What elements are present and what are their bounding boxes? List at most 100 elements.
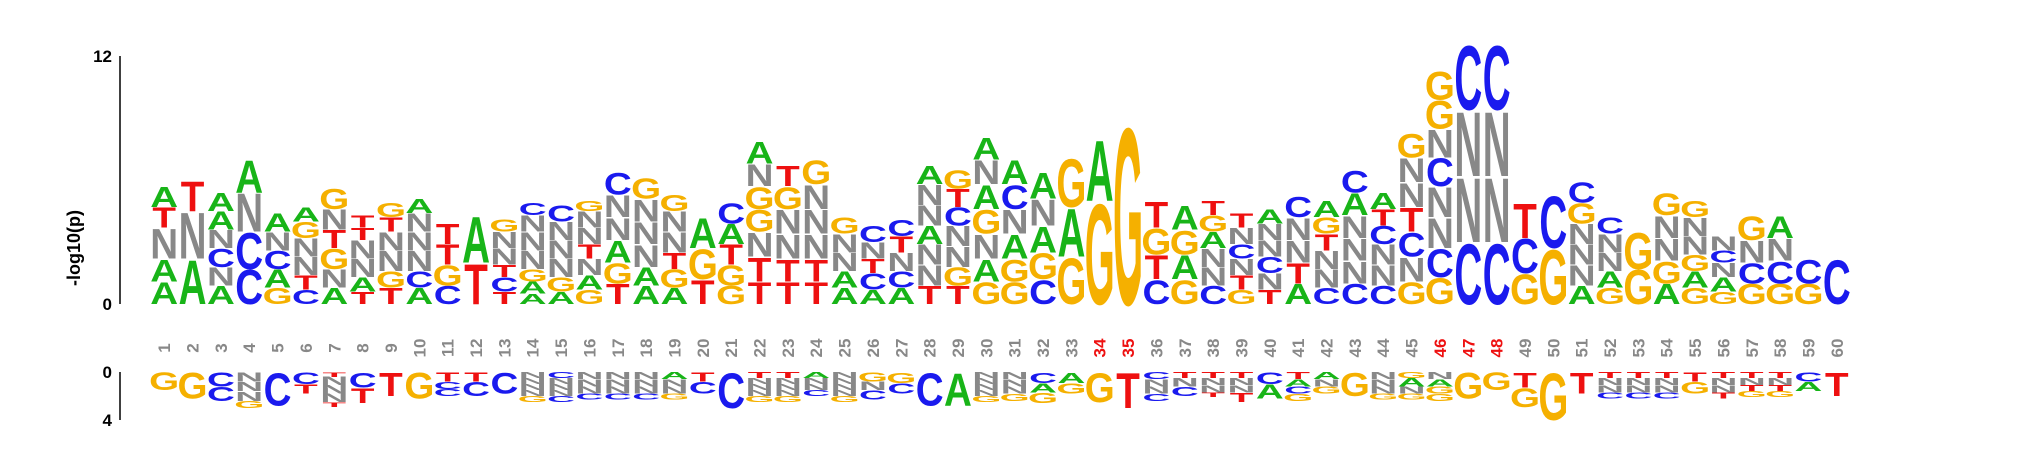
lower-letter-a-glyph: A bbox=[1795, 380, 1823, 395]
lower-letter-n-glyph: N bbox=[1738, 376, 1766, 387]
lower-letter-n: N bbox=[632, 377, 660, 388]
upper-letter-c: C bbox=[207, 243, 235, 272]
upper-letter-n-glyph: N bbox=[916, 239, 944, 271]
position-label: 50 bbox=[1544, 339, 1563, 358]
upper-letter-a-glyph: A bbox=[519, 279, 547, 298]
upper-letter-g-glyph: G bbox=[745, 181, 775, 216]
upper-letter-g: G bbox=[291, 217, 321, 243]
lower-letter-a: A bbox=[944, 364, 972, 416]
upper-letter-g: G bbox=[376, 199, 406, 222]
upper-letter-g-glyph: G bbox=[830, 213, 860, 239]
lower-letter-n: N bbox=[575, 370, 603, 381]
lower-letter-g: G bbox=[518, 395, 548, 404]
lower-letter-a: A bbox=[1398, 376, 1426, 389]
lower-letter-a-glyph: A bbox=[1256, 380, 1284, 403]
position-label: 28 bbox=[921, 339, 940, 358]
upper-letter-g: G bbox=[518, 266, 548, 285]
upper-letter-t-glyph: T bbox=[464, 254, 488, 317]
lower-letter-n-glyph: N bbox=[972, 377, 1000, 386]
lower-letter-g: G bbox=[1085, 365, 1115, 412]
position-label: 13 bbox=[495, 339, 514, 358]
lower-letter-n-glyph: N bbox=[1142, 377, 1170, 388]
upper-letter-g-glyph: G bbox=[433, 260, 463, 292]
upper-letter-t-glyph: T bbox=[946, 183, 970, 212]
lower-letter-n: N bbox=[575, 377, 603, 388]
upper-letter-c-glyph: C bbox=[887, 266, 915, 292]
upper-letter-g-glyph: G bbox=[574, 199, 604, 215]
lower-letter-c-glyph: C bbox=[1142, 370, 1170, 381]
upper-letter-g-glyph: G bbox=[971, 276, 1001, 311]
lower-letter-t-glyph: T bbox=[436, 370, 460, 385]
upper-letter-t-glyph: T bbox=[719, 239, 743, 271]
upper-letter-t: T bbox=[1371, 204, 1395, 230]
lower-letter-t-glyph: T bbox=[1683, 370, 1707, 385]
position-label: 48 bbox=[1488, 339, 1507, 358]
upper-letter-a: A bbox=[1341, 187, 1369, 222]
lower-letter-t-glyph: T bbox=[1740, 371, 1764, 380]
position-label: 17 bbox=[609, 339, 628, 358]
lower-letter-g-glyph: G bbox=[1312, 384, 1342, 395]
upper-letter-n: N bbox=[1681, 231, 1709, 260]
upper-letter-g: G bbox=[1170, 273, 1200, 312]
upper-letter-t: T bbox=[436, 219, 460, 251]
upper-letter-g-glyph: G bbox=[1680, 283, 1710, 309]
lower-letter-c-glyph: C bbox=[1795, 370, 1823, 385]
upper-letter-g: G bbox=[943, 165, 973, 194]
upper-letter-t: T bbox=[1230, 271, 1254, 294]
lower-letter-n: N bbox=[802, 383, 830, 392]
upper-letter-g: G bbox=[1141, 222, 1171, 263]
upper-letter-n: N bbox=[916, 260, 944, 292]
upper-letter-g-glyph: G bbox=[1170, 273, 1200, 312]
upper-letter-n: N bbox=[1426, 122, 1454, 167]
upper-letter-n-glyph: N bbox=[1256, 235, 1284, 261]
upper-letter-c-glyph: C bbox=[1341, 165, 1369, 200]
upper-letter-a-glyph: A bbox=[1766, 210, 1794, 245]
lower-letter-g: G bbox=[1765, 390, 1795, 399]
lower-letter-n: N bbox=[774, 383, 802, 392]
upper-letter-g-glyph: G bbox=[1765, 279, 1795, 311]
upper-letter-c: C bbox=[1313, 283, 1341, 309]
upper-tick-label: 0 bbox=[103, 295, 112, 314]
lower-letter-t: T bbox=[436, 370, 460, 385]
upper-logo: AANTAANTANCNAACCNAGACNACTNNGAANGTNGTANNT… bbox=[150, 26, 1851, 358]
position-label: 35 bbox=[1119, 339, 1138, 358]
upper-letter-n-glyph: N bbox=[1568, 239, 1596, 271]
upper-letter-n: N bbox=[1341, 256, 1369, 291]
upper-letter-n-glyph: N bbox=[1483, 92, 1511, 195]
upper-letter-a: A bbox=[575, 271, 603, 294]
upper-letter-c: C bbox=[434, 280, 462, 309]
upper-letter-g-glyph: G bbox=[1198, 211, 1228, 237]
position-label: 41 bbox=[1289, 339, 1308, 358]
upper-letter-n-glyph: N bbox=[1596, 229, 1624, 258]
upper-letter-n-glyph: N bbox=[1369, 260, 1397, 292]
upper-letter-g: G bbox=[1680, 250, 1710, 276]
upper-letter-g-glyph: G bbox=[1680, 196, 1710, 222]
lower-letter-g: G bbox=[858, 370, 888, 385]
upper-letter-n: N bbox=[547, 235, 575, 264]
upper-letter-n: N bbox=[916, 239, 944, 271]
lower-letter-n-glyph: N bbox=[1426, 370, 1454, 381]
lower-letter-g: G bbox=[1538, 360, 1568, 435]
upper-letter-n: N bbox=[831, 247, 859, 276]
lower-letter-c-glyph: C bbox=[1653, 391, 1681, 400]
position-label: 1 bbox=[155, 343, 174, 352]
upper-letter-n: N bbox=[292, 251, 320, 280]
upper-letter-n: N bbox=[1001, 203, 1029, 242]
upper-letter-n-glyph: N bbox=[1426, 178, 1454, 226]
upper-letter-g-glyph: G bbox=[659, 264, 689, 293]
upper-letter-c-glyph: C bbox=[1823, 248, 1851, 318]
lower-letter-c-glyph: C bbox=[859, 388, 887, 403]
upper-letter-n-glyph: N bbox=[405, 227, 433, 256]
upper-letter-a-glyph: A bbox=[179, 248, 207, 318]
lower-letter-n: N bbox=[519, 389, 547, 398]
upper-letter-a-glyph: A bbox=[831, 283, 859, 309]
lower-letter-c: C bbox=[717, 364, 745, 419]
upper-letter-c-glyph: C bbox=[519, 200, 547, 219]
position-label: 32 bbox=[1034, 339, 1053, 358]
upper-letter-a: A bbox=[462, 204, 490, 277]
lower-letter-g: G bbox=[1453, 365, 1483, 406]
lower-letter-g-glyph: G bbox=[1283, 392, 1313, 403]
upper-letter-g-glyph: G bbox=[1793, 279, 1823, 311]
upper-tick-label: 12 bbox=[93, 47, 112, 66]
